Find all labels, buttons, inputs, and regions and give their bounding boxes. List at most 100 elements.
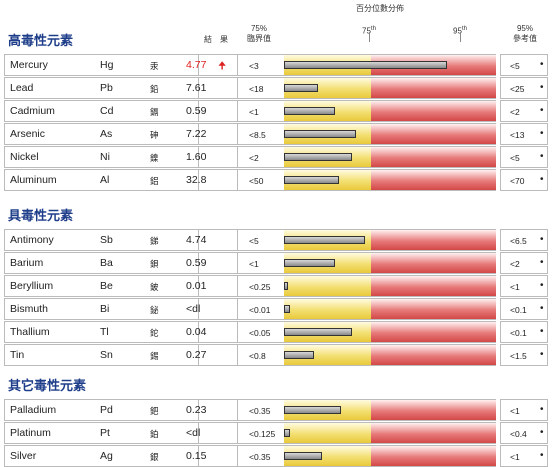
tick-75-value: 75: [362, 26, 371, 36]
threshold-cell: [238, 229, 284, 251]
element-name: Aluminum: [10, 174, 57, 186]
threshold-cell: [238, 422, 284, 444]
result-value: 0.59: [186, 257, 207, 269]
section-title: 高毒性元素: [8, 33, 74, 48]
result-cell: [198, 169, 238, 191]
reference-header-bottom: 參考值: [513, 34, 537, 43]
result-value: 0.23: [186, 404, 207, 416]
reference-value: <1: [510, 406, 520, 416]
percentile-bar: [284, 84, 318, 92]
percentile-bar-area: [284, 77, 496, 99]
percentile-bar: [284, 328, 352, 336]
zone-below-75: [284, 78, 371, 98]
bullet-icon: •: [540, 450, 544, 461]
table-row: Palladium Pd 鈀 0.23 <0.35 <1 •: [4, 399, 550, 421]
element-name: Beryllium: [10, 280, 54, 292]
tick-75-sup: th: [370, 26, 376, 32]
reference-cell: [500, 399, 548, 421]
result-cell: [198, 100, 238, 122]
reference-cell: [500, 54, 548, 76]
up-arrow-icon: 🠉: [218, 61, 227, 72]
element-symbol: Ag: [100, 450, 113, 462]
bullet-icon: •: [540, 128, 544, 139]
result-cell: [198, 77, 238, 99]
reference-value: <0.1: [510, 305, 527, 315]
threshold-cell: [238, 100, 284, 122]
threshold-cell: [238, 344, 284, 366]
element-name: Mercury: [10, 59, 48, 71]
reference-cell: [500, 169, 548, 191]
element-symbol: Be: [100, 280, 113, 292]
name-cell: [4, 422, 198, 444]
threshold-value: <1: [249, 259, 259, 269]
reference-value: <5: [510, 61, 520, 71]
element-name: Palladium: [10, 404, 57, 416]
reference-value: <1: [510, 452, 520, 462]
element-chinese-name: 銀: [150, 452, 159, 462]
percentile-bar-area: [284, 146, 496, 168]
percentile-bar: [284, 406, 341, 414]
table-row: Aluminum Al 鋁 32.8 <50 <70 •: [4, 169, 550, 191]
element-chinese-name: 鋁: [150, 176, 159, 186]
percentile-bar-area: [284, 169, 496, 191]
bullet-icon: •: [540, 404, 544, 415]
threshold-cell: [238, 77, 284, 99]
reference-cell: [500, 321, 548, 343]
table-row: Platinum Pt 鉑 <dl <0.125 <0.4 •: [4, 422, 550, 444]
result-cell: [198, 399, 238, 421]
element-name: Lead: [10, 82, 34, 94]
element-symbol: Tl: [100, 326, 109, 338]
name-cell: [4, 169, 198, 191]
element-symbol: Pt: [100, 427, 110, 439]
threshold-cell: [238, 275, 284, 297]
element-chinese-name: 砷: [150, 130, 159, 140]
result-cell: [198, 252, 238, 274]
zone-above-75: [371, 322, 496, 342]
reference-value: <2: [510, 107, 520, 117]
zone-above-75: [371, 170, 496, 190]
element-chinese-name: 鈹: [150, 282, 159, 292]
bullet-icon: •: [540, 59, 544, 70]
reference-value: <1.5: [510, 351, 527, 361]
percentile-bar: [284, 305, 290, 313]
threshold-cell: [238, 252, 284, 274]
element-chinese-name: 汞: [150, 61, 159, 71]
element-symbol: Pd: [100, 404, 113, 416]
threshold-cell: [238, 298, 284, 320]
zone-above-75: [371, 101, 496, 121]
bullet-icon: •: [540, 257, 544, 268]
zone-below-75: [284, 423, 371, 443]
percentile-bar: [284, 236, 365, 244]
threshold-value: <0.125: [249, 429, 276, 439]
result-cell: [198, 275, 238, 297]
element-name: Platinum: [10, 427, 51, 439]
element-name: Bismuth: [10, 303, 48, 315]
zone-above-75: [371, 124, 496, 144]
element-symbol: Al: [100, 174, 110, 186]
reference-value: <25: [510, 84, 525, 94]
percentile-bar-area: [284, 422, 496, 444]
bullet-icon: •: [540, 234, 544, 245]
threshold-cell: [238, 169, 284, 191]
table-row: Mercury Hg 汞 4.77 🠉 <3 <5 •: [4, 54, 550, 76]
name-cell: [4, 54, 198, 76]
bullet-icon: •: [540, 82, 544, 93]
percentile-bar-area: [284, 399, 496, 421]
percentile-bar-area: [284, 298, 496, 320]
table-row: Nickel Ni 鎳 1.60 <2 <5 •: [4, 146, 550, 168]
table-row: Tin Sn 錫 0.27 <0.8 <1.5 •: [4, 344, 550, 366]
element-chinese-name: 鎘: [150, 107, 159, 117]
tick-95-line: [460, 32, 461, 42]
element-chinese-name: 鈀: [150, 406, 159, 416]
result-label: 結 果: [204, 35, 228, 44]
reference-header: 95% 參考值: [500, 24, 550, 44]
result-cell: [198, 146, 238, 168]
table-row: Arsenic As 砷 7.22 <8.5 <13 •: [4, 123, 550, 145]
element-chinese-name: 鎳: [150, 153, 159, 163]
element-symbol: Bi: [100, 303, 110, 315]
zone-above-75: [371, 446, 496, 466]
result-value: 0.01: [186, 280, 207, 292]
name-cell: [4, 344, 198, 366]
threshold-value: <0.35: [249, 406, 271, 416]
reference-value: <1: [510, 282, 520, 292]
